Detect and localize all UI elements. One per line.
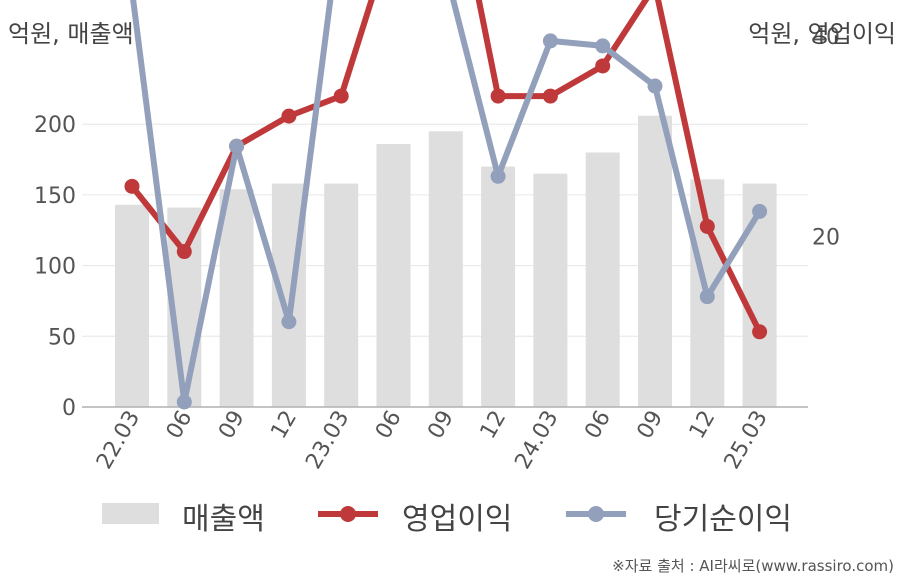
revenue-bar	[742, 183, 777, 407]
left-tick-label: 150	[34, 184, 76, 209]
operating-profit-point	[333, 88, 349, 104]
net-profit-point	[281, 314, 297, 330]
x-tick-label: 09	[423, 407, 459, 444]
revenue-bar	[376, 143, 411, 407]
x-tick-label: 24.03	[510, 407, 563, 474]
x-tick-label: 09	[633, 407, 669, 444]
x-tick-label: 06	[162, 407, 198, 444]
legend-bar-swatch	[102, 503, 159, 524]
net-profit-point	[176, 394, 192, 410]
legend-net-marker	[588, 506, 604, 522]
revenue-bar	[115, 204, 149, 407]
x-tick-label: 12	[266, 407, 302, 444]
revenue-bar	[533, 173, 568, 407]
net-profit-point	[542, 33, 558, 49]
revenue-bar	[324, 183, 359, 407]
legend	[102, 503, 626, 524]
left-tick-label: 0	[62, 396, 76, 421]
x-tick-label: 06	[580, 407, 616, 444]
left-tick-label: 100	[34, 255, 76, 280]
x-tick-label: 22.03	[92, 407, 145, 474]
x-tick-label: 25.03	[720, 407, 773, 474]
revenue-bars	[115, 115, 777, 407]
x-tick-label: 12	[685, 407, 721, 444]
legend-revenue-label: 매출액	[182, 502, 265, 537]
revenue-bar	[428, 131, 463, 407]
net-profit-point	[490, 168, 506, 184]
operating-profit-point	[752, 324, 768, 340]
left-axis-unit-label: 억원, 매출액	[8, 20, 134, 48]
revenue-bar	[638, 115, 672, 407]
net-profit-point	[752, 203, 768, 219]
operating-profit-point	[542, 88, 558, 104]
x-tick-label: 09	[214, 407, 250, 444]
legend-operating-label: 영업이익	[402, 502, 513, 537]
revenue-bar	[585, 152, 620, 407]
x-axis-ticks: 22.03 06 09 12 23.03 06 09 12 24.03 06 09 12 25.03	[92, 406, 773, 473]
x-tick-label: 23.03	[301, 407, 354, 474]
legend-operating-marker	[340, 506, 356, 522]
net-profit-point	[699, 289, 715, 305]
operating-profit-point	[176, 244, 192, 260]
x-tick-label: 06	[371, 407, 407, 444]
revenue-bar	[219, 189, 254, 407]
right-tick-label: 20	[812, 225, 840, 250]
legend-net-label: 당기순이익	[654, 502, 792, 537]
right-axis-unit-label: 억원, 영업이익	[748, 20, 896, 48]
operating-profit-point	[281, 108, 297, 124]
operating-profit-point	[699, 218, 715, 234]
source-note: ※자료 출처 : AI라씨로(www.rassiro.com)	[612, 557, 894, 575]
net-profit-point	[647, 78, 663, 94]
operating-profit-point	[595, 58, 611, 74]
left-axis-ticks: 0 50 100 150 200	[34, 113, 76, 421]
net-profit-point	[595, 38, 611, 54]
x-tick-label: 12	[476, 406, 512, 443]
left-tick-label: 200	[34, 113, 76, 138]
operating-profit-point	[490, 88, 506, 104]
operating-profit-point	[124, 178, 140, 194]
left-tick-label: 50	[48, 325, 76, 350]
net-profit-point	[229, 138, 245, 154]
right-axis-ticks: 204060	[812, 25, 840, 251]
revenue-bar	[481, 166, 516, 407]
profit-lines	[124, 0, 768, 410]
right-tick-label: 40	[812, 25, 840, 50]
